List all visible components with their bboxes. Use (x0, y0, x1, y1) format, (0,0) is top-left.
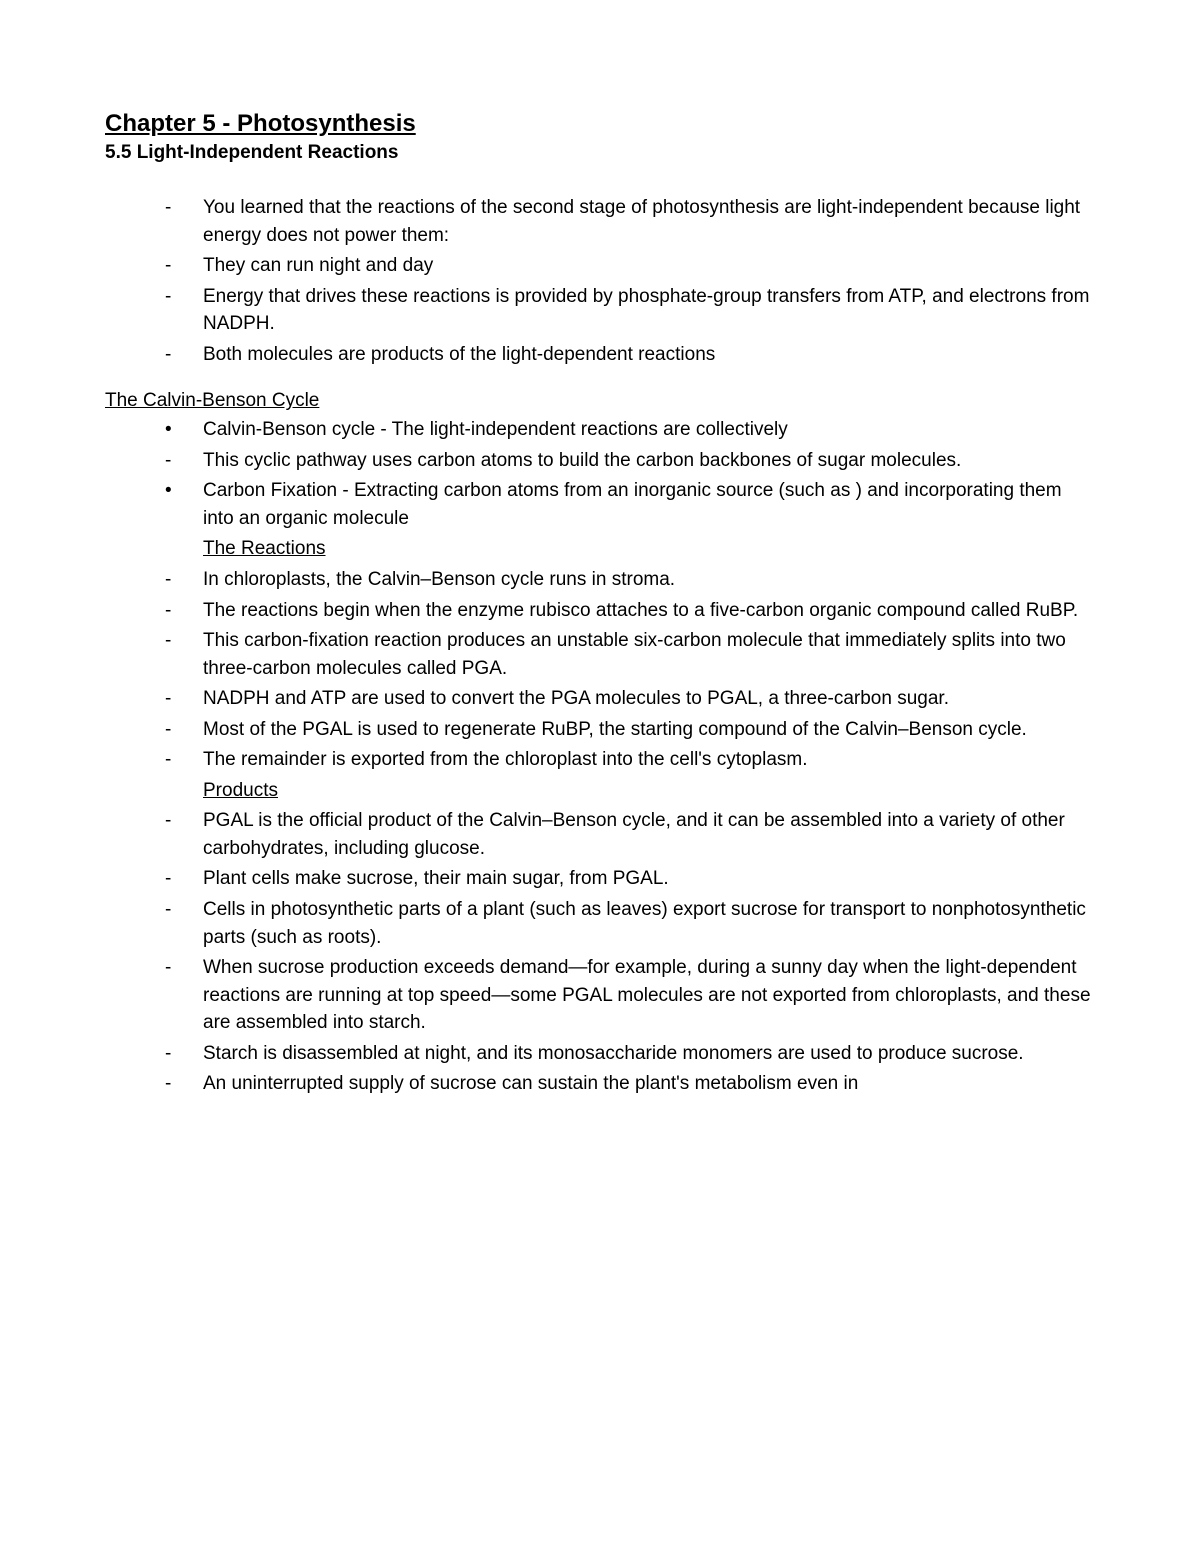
list-item: You learned that the reactions of the se… (165, 194, 1095, 249)
document-page: Chapter 5 - Photosynthesis 5.5 Light-Ind… (0, 0, 1200, 1553)
list-item: In chloroplasts, the Calvin–Benson cycle… (165, 566, 1095, 594)
intro-list: You learned that the reactions of the se… (165, 194, 1095, 368)
list-item: Starch is disassembled at night, and its… (165, 1040, 1095, 1068)
list-item: Both molecules are products of the light… (165, 341, 1095, 369)
list-item: Cells in photosynthetic parts of a plant… (165, 896, 1095, 951)
subheading-calvin-benson: The Calvin-Benson Cycle (105, 390, 1095, 412)
list-item: Most of the PGAL is used to regenerate R… (165, 716, 1095, 744)
calvin-list: Calvin-Benson cycle - The light-independ… (165, 416, 1095, 1098)
list-item-text: Carbon Fixation - Extracting carbon atom… (203, 480, 1062, 529)
list-item-text: In chloroplasts, the Calvin–Benson cycle… (203, 569, 675, 590)
list-item-text: Plant cells make sucrose, their main sug… (203, 868, 669, 889)
list-item-text: This carbon-fixation reaction produces a… (203, 630, 1066, 679)
list-item-text: Energy that drives these reactions is pr… (203, 286, 1089, 335)
list-item: Products (165, 777, 1095, 805)
list-item: When sucrose production exceeds demand—f… (165, 954, 1095, 1037)
list-item: The remainder is exported from the chlor… (165, 746, 1095, 774)
list-item: The Reactions (165, 535, 1095, 563)
chapter-title: Chapter 5 - Photosynthesis (105, 110, 1095, 138)
list-item-text: Cells in photosynthetic parts of a plant… (203, 899, 1086, 948)
list-item: Energy that drives these reactions is pr… (165, 283, 1095, 338)
subheading-products: Products (203, 780, 278, 801)
list-item-text: When sucrose production exceeds demand—f… (203, 957, 1091, 1033)
list-item-text: This cyclic pathway uses carbon atoms to… (203, 450, 961, 471)
list-item: NADPH and ATP are used to convert the PG… (165, 685, 1095, 713)
list-item-text: Both molecules are products of the light… (203, 344, 715, 365)
list-item-text: Most of the PGAL is used to regenerate R… (203, 719, 1027, 740)
section-title: 5.5 Light-Independent Reactions (105, 142, 1095, 164)
list-item-text: NADPH and ATP are used to convert the PG… (203, 688, 949, 709)
list-item-text: PGAL is the official product of the Calv… (203, 810, 1065, 859)
list-item: Calvin-Benson cycle - The light-independ… (165, 416, 1095, 444)
list-item: They can run night and day (165, 252, 1095, 280)
list-item: The reactions begin when the enzyme rubi… (165, 597, 1095, 625)
list-item: This cyclic pathway uses carbon atoms to… (165, 447, 1095, 475)
list-item-text: You learned that the reactions of the se… (203, 197, 1080, 246)
list-item: An uninterrupted supply of sucrose can s… (165, 1070, 1095, 1098)
list-item-text: The remainder is exported from the chlor… (203, 749, 808, 770)
list-item: PGAL is the official product of the Calv… (165, 807, 1095, 862)
subheading-the-reactions: The Reactions (203, 538, 326, 559)
list-item-text: An uninterrupted supply of sucrose can s… (203, 1073, 858, 1094)
list-item-text: Starch is disassembled at night, and its… (203, 1043, 1024, 1064)
list-item: This carbon-fixation reaction produces a… (165, 627, 1095, 682)
list-item: Carbon Fixation - Extracting carbon atom… (165, 477, 1095, 532)
list-item-text: They can run night and day (203, 255, 433, 276)
list-item-text: Calvin-Benson cycle - The light-independ… (203, 419, 788, 440)
list-item: Plant cells make sucrose, their main sug… (165, 865, 1095, 893)
list-item-text: The reactions begin when the enzyme rubi… (203, 600, 1078, 621)
